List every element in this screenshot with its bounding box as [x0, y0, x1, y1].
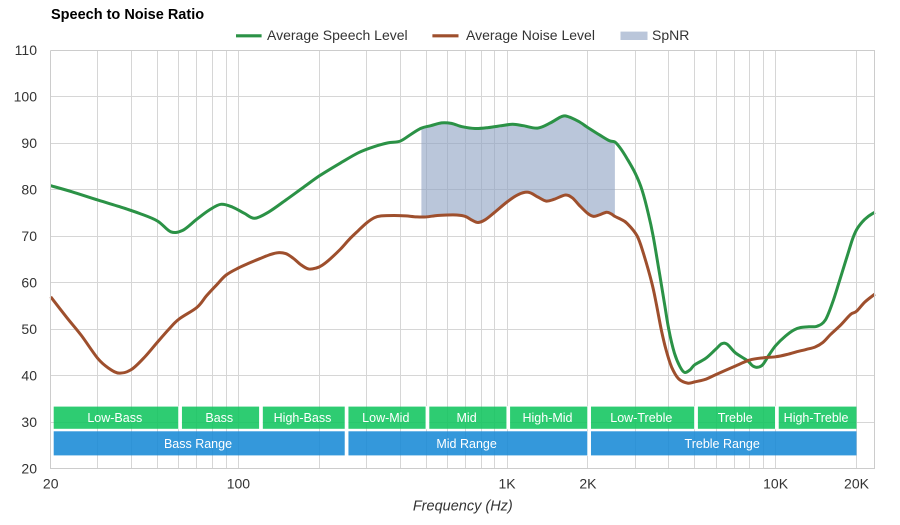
svg-text:10K: 10K: [763, 475, 789, 491]
svg-text:Low-Treble: Low-Treble: [610, 411, 672, 425]
svg-text:90: 90: [21, 135, 37, 151]
svg-text:20: 20: [21, 461, 37, 477]
svg-text:Low-Bass: Low-Bass: [87, 411, 142, 425]
svg-text:40: 40: [21, 368, 37, 384]
svg-text:Mid Range: Mid Range: [436, 437, 496, 451]
svg-text:High-Mid: High-Mid: [522, 411, 572, 425]
svg-text:20K: 20K: [844, 475, 870, 491]
svg-text:100: 100: [14, 89, 38, 105]
svg-text:Bass Range: Bass Range: [164, 437, 232, 451]
svg-text:110: 110: [15, 42, 38, 58]
svg-text:Low-Mid: Low-Mid: [362, 411, 409, 425]
svg-text:70: 70: [21, 228, 37, 244]
svg-text:80: 80: [21, 182, 37, 198]
svg-text:High-Treble: High-Treble: [784, 411, 849, 425]
svg-text:High-Bass: High-Bass: [274, 411, 332, 425]
svg-text:Mid: Mid: [457, 411, 477, 425]
svg-text:Speech to Noise Ratio: Speech to Noise Ratio: [51, 7, 204, 23]
svg-text:60: 60: [21, 275, 37, 291]
svg-text:Bass: Bass: [205, 411, 233, 425]
svg-text:Treble: Treble: [718, 411, 753, 425]
svg-text:1K: 1K: [498, 475, 516, 491]
svg-text:Average Speech Level: Average Speech Level: [267, 27, 408, 43]
svg-text:SpNR: SpNR: [652, 27, 689, 43]
svg-text:30: 30: [21, 414, 37, 430]
svg-text:Treble Range: Treble Range: [685, 437, 760, 451]
svg-text:100: 100: [227, 475, 251, 491]
svg-text:Average Noise Level: Average Noise Level: [466, 27, 595, 43]
svg-text:Frequency (Hz): Frequency (Hz): [413, 498, 513, 514]
svg-text:50: 50: [21, 321, 37, 337]
svg-text:2K: 2K: [579, 475, 597, 491]
svg-text:20: 20: [43, 475, 59, 491]
